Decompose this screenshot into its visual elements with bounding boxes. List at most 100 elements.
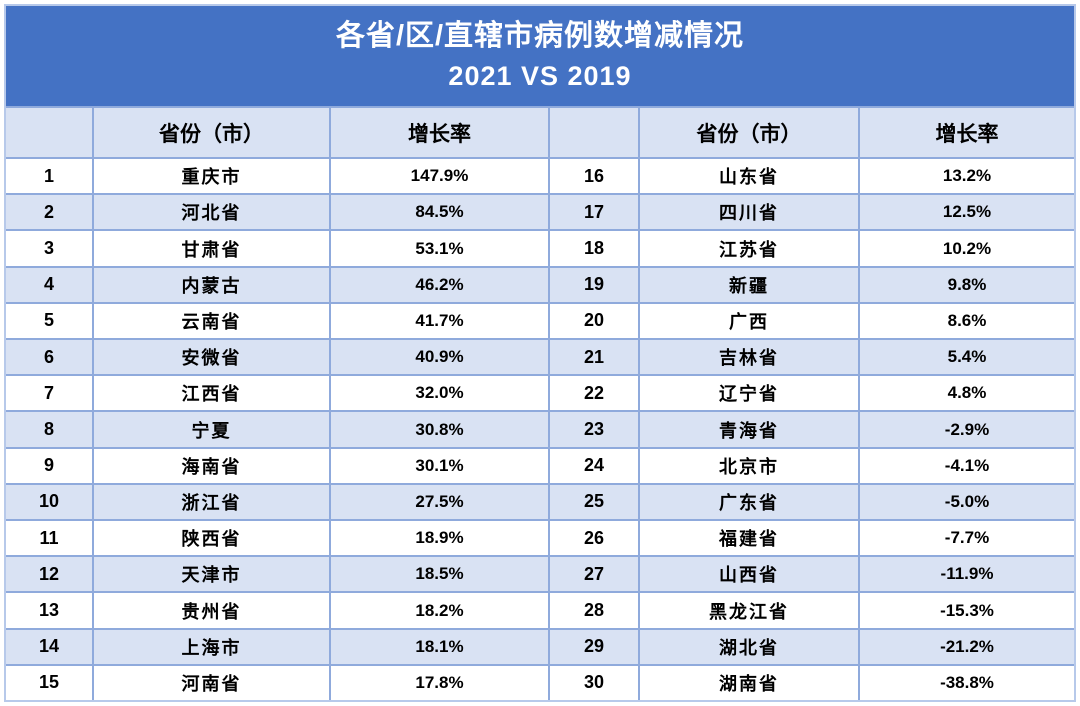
rank-cell-right: 17 [548,195,638,230]
rank-cell-left: 10 [38,491,60,512]
rank-cell-left: 2 [43,201,54,222]
rate-cell-right: -2.9% [858,412,1074,447]
province-cell-left: 海南省 [92,448,329,483]
rate-cell-right: -38.8% [858,665,1074,701]
province-cell-right: 黑龙江省 [638,593,858,628]
table-row: 4 内蒙古 46.2% 19 新疆 9.8% [6,265,1074,302]
rate-cell-right: 9.8% [858,267,1074,302]
province-cell-left: 云南省 [92,303,329,339]
province-cell-left: 江西省 [92,376,329,411]
province-cell-left: 内蒙古 [92,267,329,302]
table-row: 1 重庆市 147.9% 16 山东省 13.2% [6,157,1074,194]
header-province-right: 省份（市） [638,108,858,157]
rate-cell-left: 32.0% [329,376,548,411]
rate-cell-left: 30.8% [329,412,548,447]
province-cell-left: 陕西省 [92,521,329,556]
rate-cell-right: -4.1% [858,448,1074,483]
province-cell-right: 新疆 [638,267,858,302]
rank-cell-left: 12 [38,563,60,584]
rate-cell-left: 53.1% [329,231,548,266]
rate-cell-right: 10.2% [858,231,1074,266]
rate-cell-left: 18.9% [329,521,548,556]
rank-cell-left: 8 [43,419,54,440]
rank-cell-right: 20 [548,303,638,339]
province-cell-left: 重庆市 [92,159,329,194]
province-cell-left: 安微省 [92,340,329,375]
rate-cell-left: 46.2% [329,267,548,302]
rank-cell-left: 4 [43,274,54,295]
rank-cell-right: 21 [548,340,638,375]
rank-cell-left: 9 [43,455,54,476]
rate-cell-right: 13.2% [858,159,1074,194]
rank-cell-left: 5 [43,310,54,331]
rank-cell-left: 3 [43,238,54,258]
rate-cell-left: 18.1% [329,629,548,664]
rank-cell-right: 27 [548,557,638,592]
province-cell-left: 河北省 [92,195,329,230]
rank-cell-left: 15 [38,672,60,693]
rate-cell-left: 84.5% [329,195,548,230]
province-cell-right: 青海省 [638,412,858,447]
rate-cell-right: -15.3% [858,593,1074,628]
rate-cell-left: 17.8% [329,665,548,701]
rate-cell-right: -21.2% [858,629,1074,664]
rank-cell-left: 1 [43,165,54,186]
province-cell-right: 四川省 [638,195,858,230]
rank-cell-left: 6 [43,346,54,367]
header-rate-right: 增长率 [858,108,1074,157]
table-row: 5 云南省 41.7% 20 广西 8.6% [6,301,1074,339]
province-cell-left: 贵州省 [92,593,329,628]
rate-cell-right: 4.8% [858,376,1074,411]
rank-cell-left: 7 [43,382,54,403]
table-row: 12 天津市 18.5% 27 山西省 -11.9% [6,555,1074,592]
rate-cell-left: 41.7% [329,303,548,339]
rate-cell-left: 40.9% [329,340,548,375]
province-cell-right: 山东省 [638,159,858,194]
province-cell-right: 福建省 [638,521,858,556]
province-cell-left: 甘肃省 [92,231,329,266]
province-cell-right: 广西 [638,303,858,339]
table-body: 1 重庆市 147.9% 16 山东省 13.2% 2 河北省 84.5% 17… [6,157,1074,701]
rate-cell-left: 30.1% [329,448,548,483]
province-cell-right: 广东省 [638,484,858,520]
rank-cell-left: 13 [38,600,60,621]
table-row: 14 上海市 18.1% 29 湖北省 -21.2% [6,627,1074,664]
rank-cell-left: 11 [39,527,59,548]
header-rank-left [6,108,92,157]
rank-cell-right: 18 [548,231,638,266]
rank-cell-right: 30 [548,665,638,701]
province-cell-right: 湖南省 [638,665,858,701]
table-row: 3 甘肃省 53.1% 18 江苏省 10.2% [6,229,1074,266]
header-province-left: 省份（市） [92,108,329,157]
province-cell-left: 浙江省 [92,484,329,520]
province-cell-right: 江苏省 [638,231,858,266]
rank-cell-right: 16 [548,159,638,194]
province-cell-right: 北京市 [638,448,858,483]
rate-cell-right: -7.7% [858,521,1074,556]
rate-cell-right: 5.4% [858,340,1074,375]
table-row: 10 浙江省 27.5% 25 广东省 -5.0% [6,482,1074,520]
province-cell-right: 湖北省 [638,629,858,664]
page-subtitle: 2021 VS 2019 [448,61,632,91]
province-cell-right: 山西省 [638,557,858,592]
table-header-row: 省份（市） 增长率 省份（市） 增长率 [6,106,1074,157]
rate-cell-left: 27.5% [329,484,548,520]
rank-cell-right: 26 [548,521,638,556]
province-cell-left: 上海市 [92,629,329,664]
rate-cell-right: -5.0% [858,484,1074,520]
rank-cell-left: 14 [38,636,60,657]
table-row: 8 宁夏 30.8% 23 青海省 -2.9% [6,410,1074,447]
rate-cell-left: 18.2% [329,593,548,628]
rank-cell-right: 25 [548,484,638,520]
title-banner: 各省/区/直辖市病例数增减情况 2021 VS 2019 [6,6,1074,106]
rank-cell-right: 22 [548,376,638,411]
rate-cell-left: 18.5% [329,557,548,592]
province-cell-left: 河南省 [92,665,329,701]
header-rate-left: 增长率 [329,108,548,157]
rank-cell-right: 24 [548,448,638,483]
table-row: 2 河北省 84.5% 17 四川省 12.5% [6,193,1074,230]
header-rank-right [548,108,638,157]
table-row: 6 安微省 40.9% 21 吉林省 5.4% [6,338,1074,375]
province-cell-left: 天津市 [92,557,329,592]
table-row: 9 海南省 30.1% 24 北京市 -4.1% [6,446,1074,483]
